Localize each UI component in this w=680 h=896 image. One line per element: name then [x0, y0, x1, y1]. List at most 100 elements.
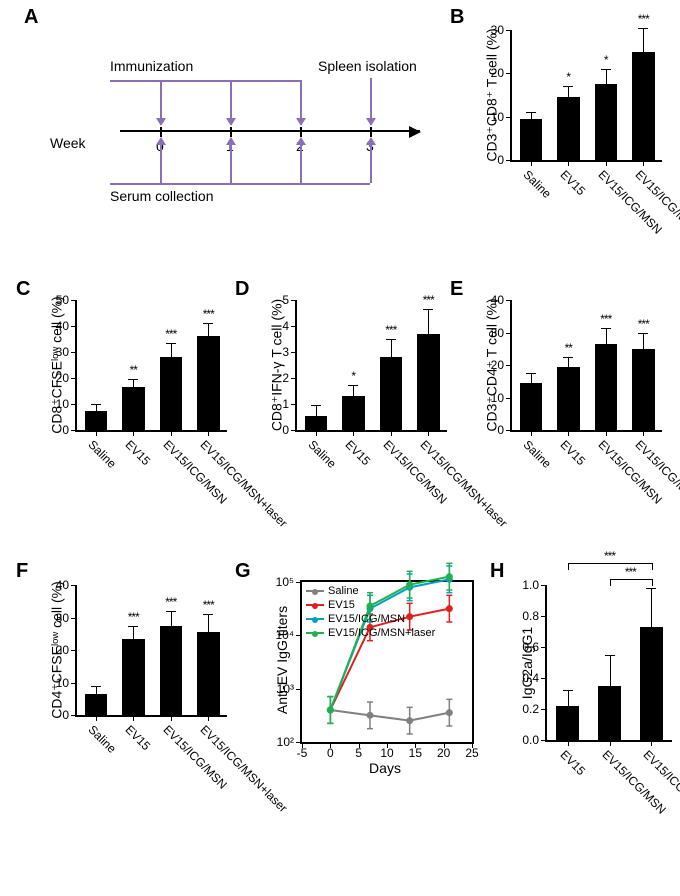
- panel-D: CD8⁺IFN-γ T cell (%)012345Saline*EV15***…: [295, 300, 445, 430]
- error-cap: [91, 686, 101, 687]
- significance-bracket: [568, 563, 653, 570]
- tick-x: [171, 715, 172, 721]
- tick-y-label: 20: [56, 643, 69, 657]
- significance-marker: **: [565, 341, 572, 355]
- bar: [342, 396, 365, 430]
- tick-y-label: 10⁵: [276, 575, 294, 589]
- tick-y-label: 5: [282, 293, 289, 307]
- tick-x: [531, 160, 532, 166]
- tick-x-label: EV15/ICG/MSN: [160, 437, 229, 506]
- tick-y-label: 1: [282, 397, 289, 411]
- error-cap: [526, 112, 536, 113]
- tick-y-label: 0: [62, 423, 69, 437]
- tick-y: [71, 650, 77, 651]
- tick-y: [71, 352, 77, 353]
- panel-F: CD4⁺CFSEˡᵒʷ cell (%)010203040Saline***EV…: [75, 585, 225, 715]
- tick-y-label: 10³: [277, 682, 294, 696]
- timeline-arrowhead: [409, 126, 421, 138]
- tick-x-label: EV15: [123, 437, 154, 468]
- significance-marker: ***: [638, 317, 649, 331]
- error-cap: [563, 86, 573, 87]
- tick-y-label: 40: [491, 293, 504, 307]
- error-bar: [133, 379, 134, 387]
- bar: [557, 97, 580, 160]
- tick-y: [291, 378, 297, 379]
- tick-y-label: 50: [56, 293, 69, 307]
- tick-y-label: 0.4: [522, 671, 539, 685]
- tick-x-label: 20: [437, 746, 450, 760]
- bar: [557, 367, 580, 430]
- tick-x-label: Saline: [85, 722, 118, 755]
- error-bar: [171, 343, 172, 357]
- tick-y: [506, 160, 512, 161]
- panel-label-E: E: [450, 278, 463, 301]
- error-cap: [563, 357, 573, 358]
- week-label: Week: [50, 135, 86, 151]
- error-cap: [386, 339, 396, 340]
- tick-x-label: Saline: [520, 437, 553, 470]
- plot-area: 01020304050Saline**EV15***EV15/ICG/MSN**…: [75, 300, 227, 432]
- error-cap: [128, 379, 138, 380]
- axis-y-title: CD3⁺CD8⁺ T cell (%): [484, 28, 501, 161]
- tick-x: [643, 430, 644, 436]
- error-bar: [96, 686, 97, 694]
- bar: [632, 52, 655, 160]
- spleen-label: Spleen isolation: [318, 58, 417, 74]
- panel-G: Anti-EV IgG titers 10²10³10⁴10⁵-50510152…: [300, 580, 470, 740]
- bar: [520, 383, 543, 430]
- tick-y-label: 20: [56, 371, 69, 385]
- tick-x-label: 25: [465, 746, 478, 760]
- tick-x-label: EV15: [343, 437, 374, 468]
- error-cap: [203, 323, 213, 324]
- tick-y: [506, 365, 512, 366]
- panel-C: CD8⁺CFSEˡᵒʷ cell (%)01020304050Saline**E…: [75, 300, 225, 430]
- series-line: [330, 710, 449, 721]
- tick-y: [506, 430, 512, 431]
- axis-y-title: CD8⁺CFSEˡᵒʷ cell (%): [49, 296, 66, 434]
- error-bar: [391, 339, 392, 357]
- legend-label: Saline: [328, 584, 359, 598]
- tick-x: [610, 740, 611, 746]
- plot-area: 012345Saline*EV15***EV15/ICG/MSN***EV15/…: [295, 300, 447, 432]
- immunization-bracket: [110, 80, 300, 82]
- tick-x-label: EV15/ICG/MSN: [595, 437, 664, 506]
- tick-x-label: Saline: [520, 167, 553, 200]
- panel-A: Week 0 1 2 3 Immunization Spleen isolati…: [50, 30, 430, 220]
- bar: [85, 694, 108, 715]
- tick-x-label: 0: [327, 746, 334, 760]
- error-bar: [643, 333, 644, 349]
- tick-y-label: 0.8: [522, 609, 539, 623]
- significance-marker: ***: [385, 323, 396, 337]
- error-cap: [605, 655, 615, 656]
- axis-y-title: IgG2a/IgG1: [519, 626, 535, 698]
- tick-y-label: 0.2: [522, 702, 539, 716]
- tick-x-label: EV15: [557, 747, 588, 778]
- tick-x: [606, 160, 607, 166]
- panel-label-F: F: [16, 560, 28, 583]
- tick-y: [71, 378, 77, 379]
- legend-marker-ev15-icg-msn-laser: [306, 632, 324, 634]
- error-bar: [568, 86, 569, 97]
- error-bar: [208, 614, 209, 632]
- tick-y-label: 0: [62, 708, 69, 722]
- error-cap: [166, 611, 176, 612]
- tick-y-label: 1.0: [522, 578, 539, 592]
- legend-label: EV15/ICG/MSN+laser: [328, 626, 435, 640]
- tick-y: [541, 709, 547, 710]
- tick-y: [71, 300, 77, 301]
- error-bar: [651, 588, 652, 627]
- tick-y-label: 0: [282, 423, 289, 437]
- tick-y-label: 0.0: [522, 733, 539, 747]
- tick-y: [71, 430, 77, 431]
- immunization-label: Immunization: [110, 58, 193, 74]
- bar: [380, 357, 403, 430]
- legend-marker-saline: [306, 590, 324, 592]
- tick-y-label: 0: [497, 153, 504, 167]
- error-cap: [166, 343, 176, 344]
- tick-y: [541, 740, 547, 741]
- timeline-tick: [230, 127, 232, 137]
- bar: [122, 639, 145, 715]
- legend-row: EV15/ICG/MSN: [306, 612, 435, 626]
- axis-x-title: Days: [369, 760, 401, 776]
- panel-label-A: A: [24, 6, 38, 29]
